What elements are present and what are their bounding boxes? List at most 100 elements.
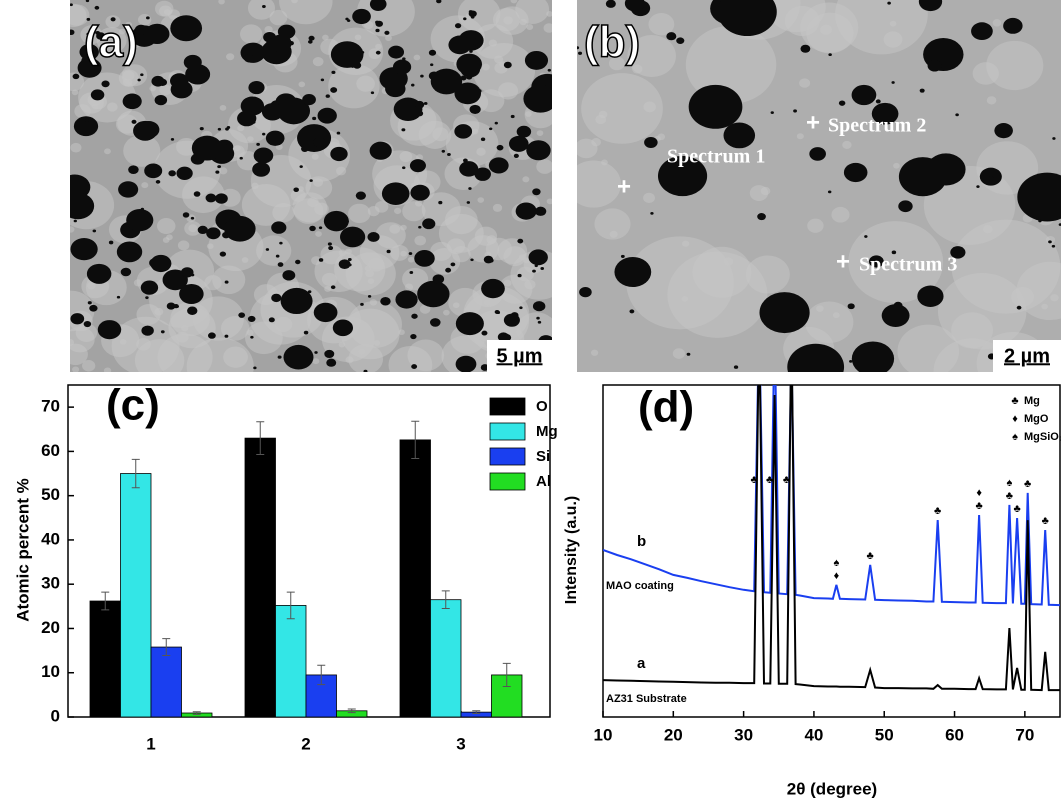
sem-pore	[463, 17, 467, 21]
sem-pore	[282, 270, 296, 281]
sem-pore	[871, 102, 899, 125]
sem-pore	[488, 157, 509, 174]
sem-halo	[307, 296, 361, 344]
sem-pore	[363, 369, 368, 372]
sem-pore	[392, 59, 412, 75]
sem-pore	[420, 74, 424, 78]
sem-pore	[131, 119, 137, 124]
sem-halo	[70, 142, 82, 153]
sem-pore	[125, 194, 129, 198]
sem-pore	[86, 32, 90, 36]
sem-halo	[581, 73, 663, 144]
sem-pore	[757, 213, 766, 221]
sem-halo	[359, 235, 400, 270]
sem-pore	[347, 257, 352, 262]
sem-pore	[360, 302, 364, 306]
sem-pore	[827, 190, 832, 194]
sem-halo	[394, 207, 402, 215]
sem-halo	[648, 13, 675, 36]
scale-bar-box	[993, 340, 1061, 372]
sem-pore	[330, 87, 338, 93]
sem-pore	[1058, 223, 1061, 226]
sem-pore	[851, 84, 877, 106]
sem-pore	[417, 280, 450, 308]
sem-pore	[454, 124, 473, 139]
sem-halo	[354, 34, 362, 41]
sem-pore	[381, 182, 410, 205]
sem-pore	[90, 89, 105, 101]
sem-halo	[448, 287, 482, 318]
sem-pore	[410, 333, 417, 340]
sem-pore	[496, 310, 501, 315]
sem-pore	[480, 137, 486, 142]
sem-pore	[79, 44, 99, 60]
sem-pore	[369, 0, 387, 11]
spectrum-marker: +	[806, 109, 820, 136]
sem-pore	[809, 147, 826, 161]
sem-halo	[483, 299, 491, 306]
sem-pore	[650, 211, 654, 215]
x-tick-label: 70	[1015, 725, 1034, 744]
sem-halo	[154, 307, 164, 316]
sem-halo	[115, 114, 139, 134]
sem-pore	[187, 306, 198, 315]
sem-pore	[620, 254, 625, 258]
sem-halo	[451, 246, 471, 263]
sem-pore	[759, 292, 810, 334]
sem-pore	[971, 22, 993, 41]
sem-pore	[422, 218, 436, 230]
sem-pore	[277, 355, 282, 359]
sem-halo	[264, 25, 273, 34]
sem-pore	[503, 61, 512, 69]
line-series	[603, 385, 1060, 607]
sem-halo	[883, 31, 903, 48]
sem-pore	[532, 301, 546, 312]
sem-pore	[85, 0, 90, 3]
line-series	[603, 385, 1060, 692]
sem-pore	[1051, 244, 1056, 248]
sem-pore	[540, 267, 545, 271]
plot-frame	[602, 384, 1061, 718]
sem-halo	[369, 299, 378, 306]
sem-halo	[577, 160, 621, 208]
sem-halo	[627, 35, 676, 77]
sem-pore	[73, 116, 99, 137]
sem-pore	[256, 142, 260, 146]
sem-pore	[247, 315, 256, 323]
sem-pore	[828, 53, 832, 57]
sem-halo	[893, 162, 900, 169]
sem-pore	[134, 24, 148, 35]
sem-pore	[309, 225, 316, 232]
sem-halo	[321, 272, 337, 286]
sem-pore	[898, 157, 947, 197]
sem-halo	[519, 18, 527, 26]
sem-pore	[375, 50, 381, 55]
sem-pore	[367, 232, 380, 242]
sem-pore	[313, 137, 326, 148]
legend-symbol: ♠	[1012, 431, 1018, 443]
sem-pore	[120, 267, 132, 277]
sem-pore	[519, 306, 523, 310]
sem-pore	[843, 162, 868, 183]
sem-pore	[352, 8, 371, 25]
sem-pore	[219, 251, 227, 257]
sem-halo	[315, 231, 322, 237]
legend-swatch	[489, 422, 526, 441]
sem-pore	[851, 341, 895, 372]
sem-halo	[760, 186, 771, 196]
sem-pore	[179, 283, 204, 304]
sem-pore	[577, 46, 580, 50]
sem-pore	[318, 226, 323, 230]
scale-bar-label: 5 µm	[497, 345, 543, 367]
sem-pore	[302, 93, 316, 106]
sem-pore	[438, 200, 443, 205]
sem-pore	[144, 163, 163, 179]
sem-halo	[149, 85, 156, 92]
sem-halo	[269, 9, 288, 26]
sem-halo	[256, 235, 292, 266]
sem-pore	[170, 15, 203, 42]
sem-pore	[215, 170, 220, 174]
sem-pore	[534, 206, 547, 216]
sem-halo	[107, 102, 118, 112]
